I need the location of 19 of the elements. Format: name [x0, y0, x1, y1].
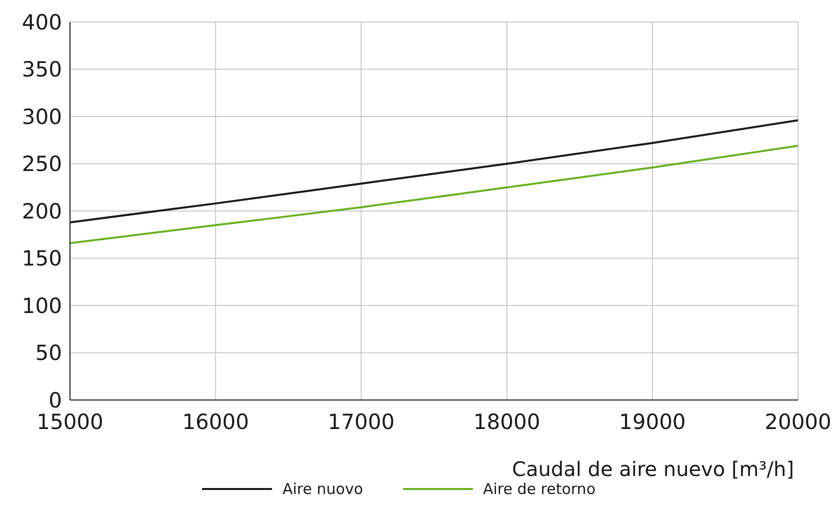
y-tick-label: 200	[22, 199, 62, 224]
x-axis-title: Caudal de aire nuevo [m³/h]	[512, 457, 794, 481]
x-tick-label: 16000	[182, 410, 250, 434]
y-tick-label: 400	[22, 10, 62, 34]
x-tick-label: 20000	[764, 410, 832, 434]
x-tick-label: 15000	[36, 410, 104, 434]
y-tick-label: 350	[22, 58, 62, 82]
y-tick-label: 50	[35, 341, 62, 366]
y-tick-label: 250	[22, 152, 62, 176]
y-tick-label: 0	[48, 388, 62, 412]
x-tick-label: 19000	[618, 410, 686, 434]
legend-label: Aire nuovo	[282, 480, 363, 498]
line-series	[70, 144, 798, 244]
y-tick-label: 100	[22, 294, 62, 318]
x-tick-label: 17000	[328, 410, 395, 434]
legend-label: Aire de retorno	[483, 480, 596, 498]
y-tick-label: 150	[22, 246, 62, 271]
x-tick-label: 18000	[473, 410, 540, 434]
y-tick-label: 300	[22, 104, 62, 129]
